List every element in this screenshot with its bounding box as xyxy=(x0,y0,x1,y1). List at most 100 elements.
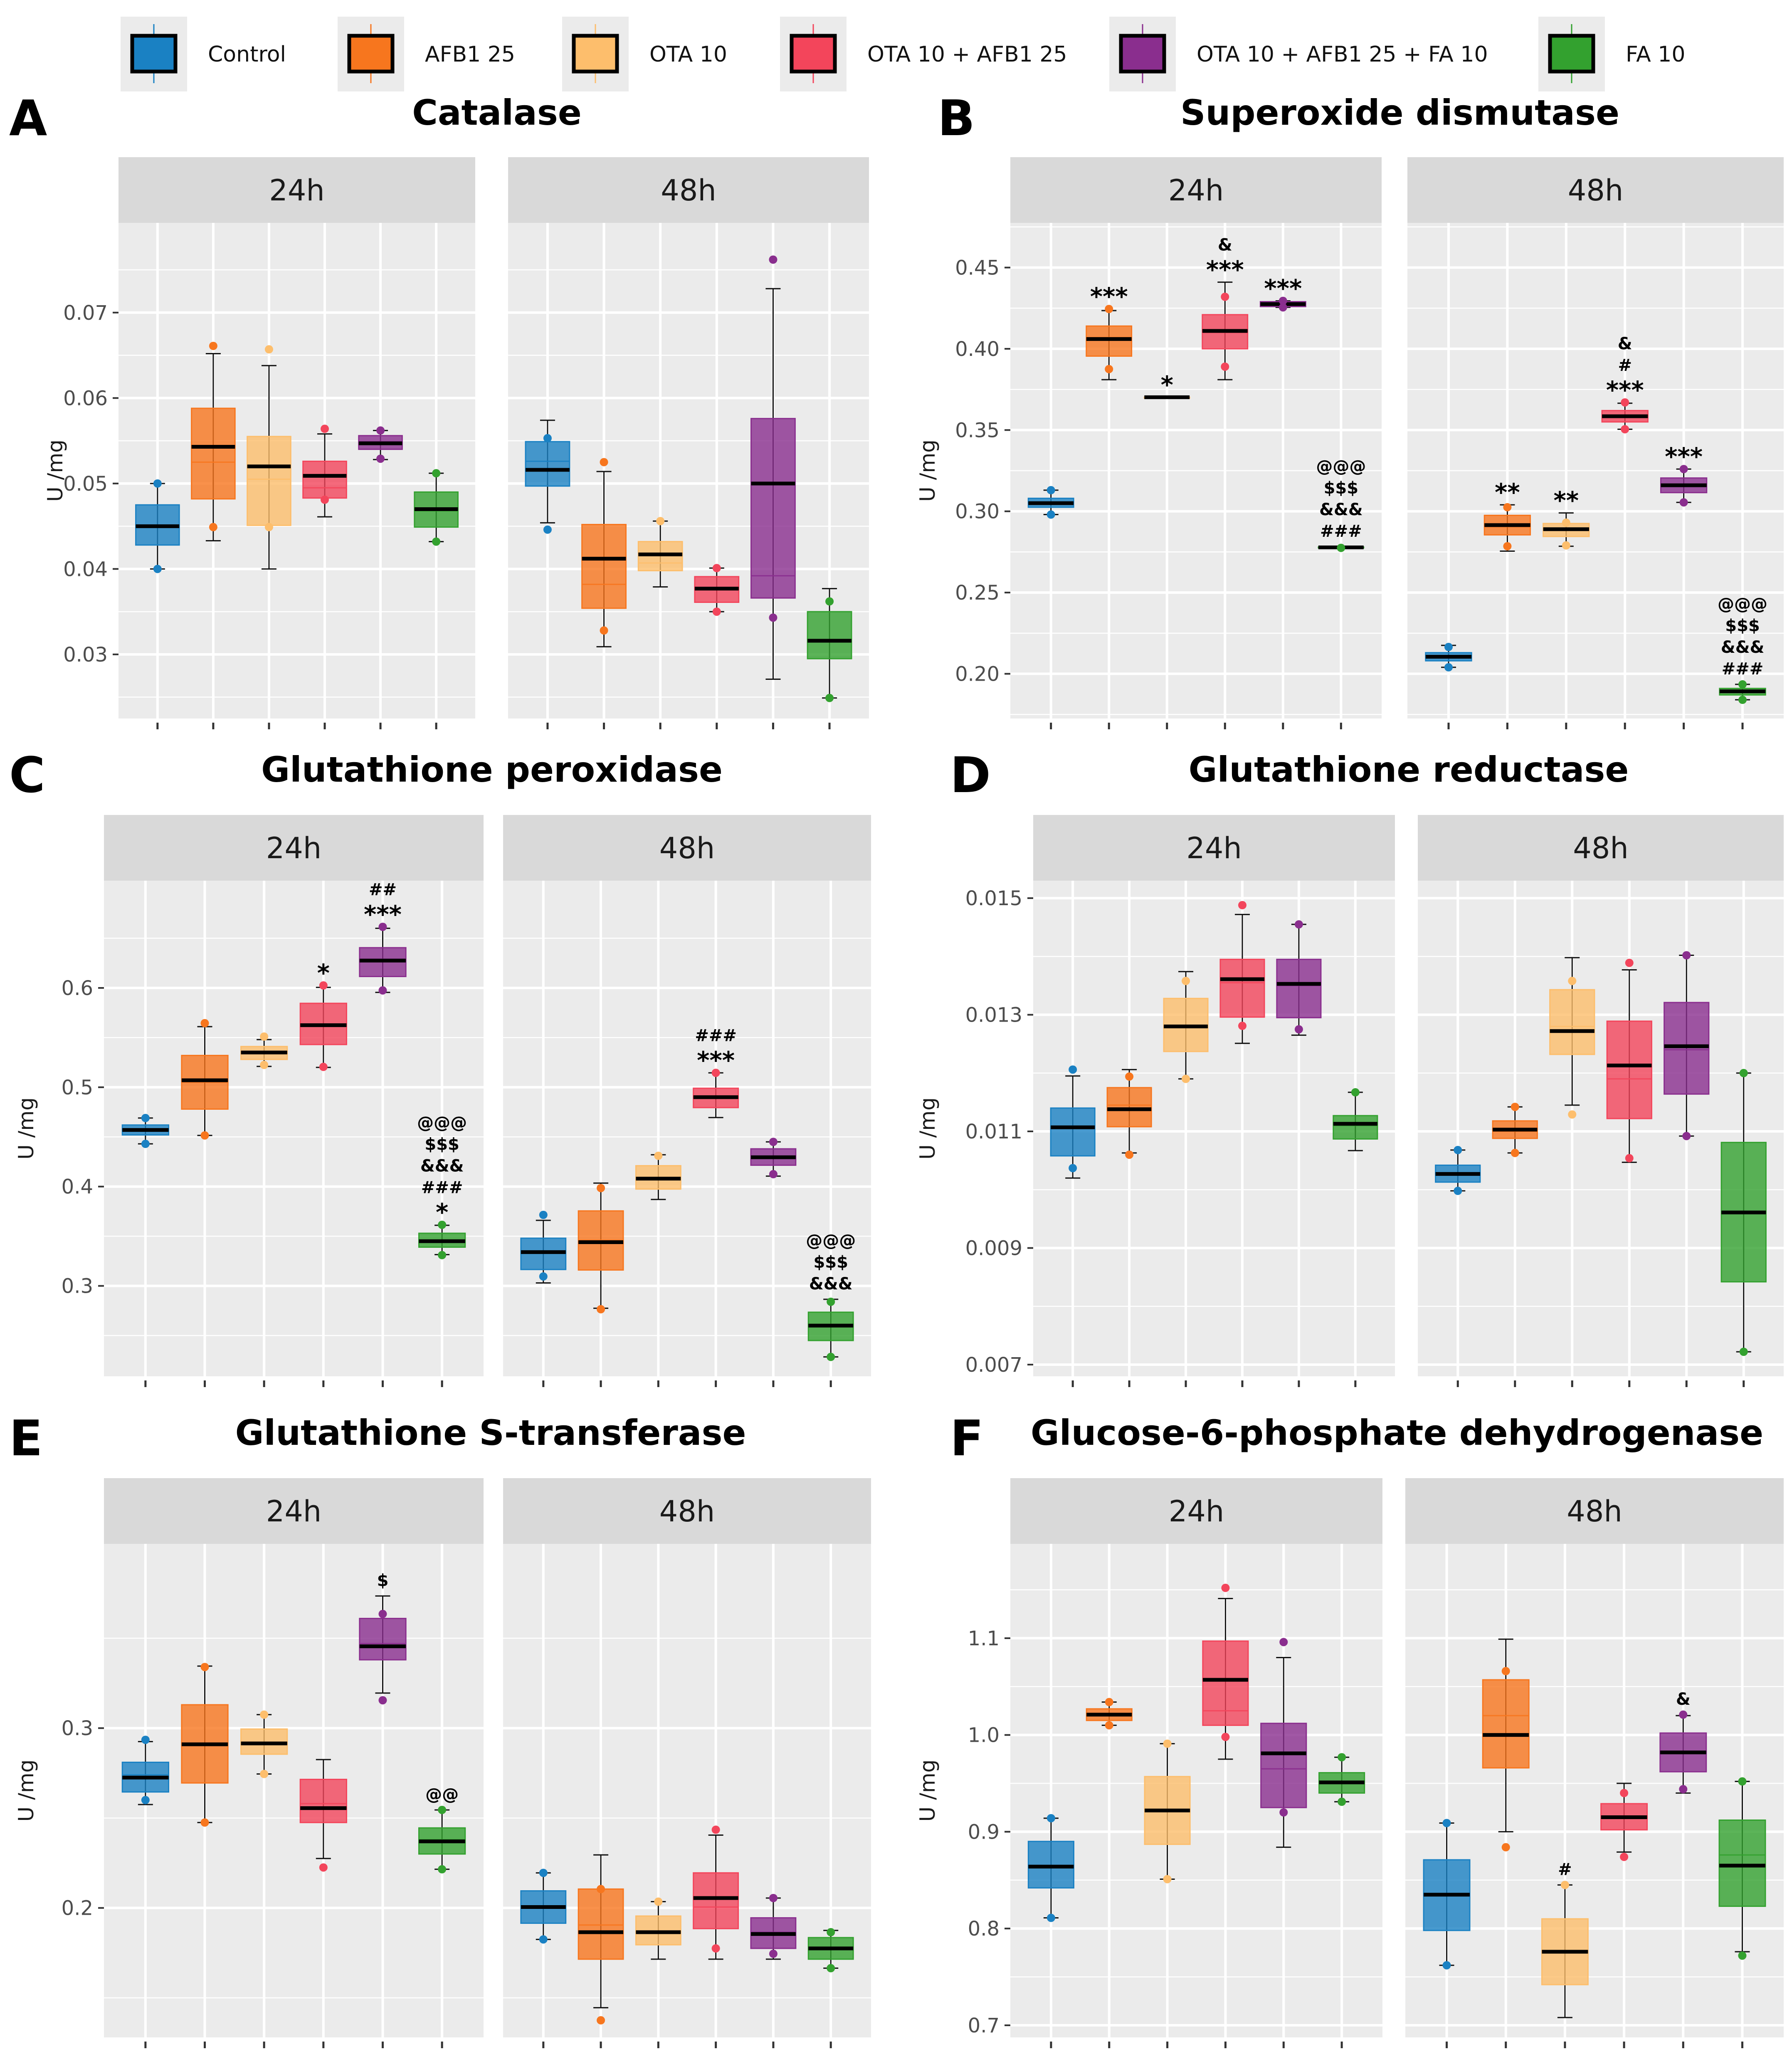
legend-label: OTA 10 xyxy=(649,42,727,67)
legend-label: FA 10 xyxy=(1626,42,1685,67)
iqr-box xyxy=(1260,1723,1307,1808)
y-axis-label: U /mg xyxy=(916,1760,940,1822)
box-3 xyxy=(693,1825,739,2048)
iqr-box xyxy=(302,460,347,499)
data-point xyxy=(1238,901,1247,909)
data-point xyxy=(1444,643,1453,652)
facet-strip xyxy=(1405,1478,1784,1544)
box-3 xyxy=(694,564,740,729)
data-point xyxy=(200,1663,209,1671)
significance-label: $$$ xyxy=(425,1135,459,1154)
box-1 xyxy=(181,1663,229,2048)
data-point xyxy=(827,1964,835,1973)
significance-label: $ xyxy=(377,1571,389,1590)
facet-48h: 48h ***### &&& $$$ @@@ xyxy=(503,815,871,1387)
box-5 xyxy=(1720,1069,1767,1387)
data-point xyxy=(1163,1875,1172,1884)
panel-title: Glutathione peroxidase xyxy=(261,749,723,790)
y-tick-label: 0.8 xyxy=(968,1917,1000,1941)
facet-strip xyxy=(1418,815,1784,881)
y-tick-label: 0.015 xyxy=(965,887,1022,910)
y-tick-label: 0.04 xyxy=(63,558,108,581)
data-point xyxy=(1279,1808,1288,1817)
y-tick-label: 0.07 xyxy=(63,301,108,325)
data-point xyxy=(827,1353,835,1361)
data-point xyxy=(1221,362,1229,371)
significance-label: *** xyxy=(1206,256,1244,284)
data-point xyxy=(543,525,552,534)
significance-label: *** xyxy=(1090,282,1128,311)
y-tick-label: 0.40 xyxy=(955,338,1000,361)
iqr-box xyxy=(359,1617,407,1661)
significance-label: & xyxy=(1618,334,1632,353)
significance-label: &&& xyxy=(420,1157,464,1176)
data-point xyxy=(600,458,608,467)
data-point xyxy=(769,255,778,264)
significance-label: ** xyxy=(1553,486,1579,515)
data-point xyxy=(200,1818,209,1827)
data-point xyxy=(1125,1151,1134,1159)
box-1: *** xyxy=(1086,282,1133,729)
box-5 xyxy=(1718,1777,1766,2048)
facet-24h: 24h xyxy=(118,157,475,729)
data-point xyxy=(1047,1814,1055,1822)
legend-item: OTA 10 + AFB1 25 + FA 10 xyxy=(1109,17,1488,91)
box-4 xyxy=(1664,951,1710,1387)
iqr-box xyxy=(1202,1640,1249,1726)
box-0 xyxy=(135,479,180,729)
data-point xyxy=(711,1069,720,1077)
panel-letter: A xyxy=(9,89,47,147)
box-3 xyxy=(1600,1783,1648,2048)
panel-letter: C xyxy=(9,746,45,804)
data-point xyxy=(1221,292,1229,301)
data-point xyxy=(539,1869,548,1877)
significance-label: * xyxy=(436,1198,448,1227)
data-point xyxy=(1105,1721,1113,1730)
panel-letter: B xyxy=(938,89,975,147)
significance-label: $$$ xyxy=(1324,479,1359,498)
box-3: ***### xyxy=(693,1026,739,1387)
data-point xyxy=(1621,398,1629,407)
facet-48h: 48h xyxy=(1418,815,1784,1387)
data-point xyxy=(1454,1187,1462,1195)
data-point xyxy=(1047,510,1055,519)
y-tick-label: 0.2 xyxy=(62,1897,93,1920)
legend-swatch xyxy=(347,34,395,74)
significance-label: *** xyxy=(1606,376,1644,404)
box-0 xyxy=(525,420,570,729)
significance-label: # xyxy=(1618,356,1632,375)
significance-label: ** xyxy=(1495,478,1520,506)
significance-label: &&& xyxy=(1319,500,1363,519)
panel-letter: D xyxy=(950,746,991,804)
data-point xyxy=(1069,1065,1077,1074)
iqr-box xyxy=(1086,325,1133,357)
data-point xyxy=(376,454,385,463)
data-point xyxy=(1511,1103,1519,1111)
data-point xyxy=(209,523,217,531)
significance-label: &&& xyxy=(1721,638,1765,657)
iqr-box xyxy=(1718,1819,1766,1907)
data-point xyxy=(200,1019,209,1027)
box-5: ### &&& $$$ @@@ xyxy=(1718,595,1767,729)
box-5 xyxy=(414,469,459,729)
facet-48h: 48h xyxy=(503,1478,871,2048)
box-5 xyxy=(807,588,852,729)
box-0 xyxy=(1050,1065,1096,1387)
data-point xyxy=(1738,1951,1747,1960)
data-point xyxy=(1442,1819,1451,1827)
box-5: ### &&& $$$ @@@ xyxy=(1316,457,1366,729)
data-point xyxy=(1279,296,1287,305)
data-point xyxy=(1679,1785,1688,1794)
box-5 xyxy=(807,1928,854,2048)
panel-f: F Glucose-6-phosphate dehydrogenase U /mg 0… xyxy=(916,1410,1784,2048)
data-point xyxy=(1125,1072,1134,1081)
data-point xyxy=(827,1297,835,1306)
box-3 xyxy=(1219,901,1265,1387)
data-point xyxy=(1105,305,1113,314)
iqr-box xyxy=(191,407,236,500)
data-point xyxy=(1562,541,1570,550)
data-point xyxy=(1351,1088,1360,1097)
box-3 xyxy=(1202,1583,1249,2048)
data-point xyxy=(1501,1843,1510,1852)
facet-strip xyxy=(1407,157,1784,223)
